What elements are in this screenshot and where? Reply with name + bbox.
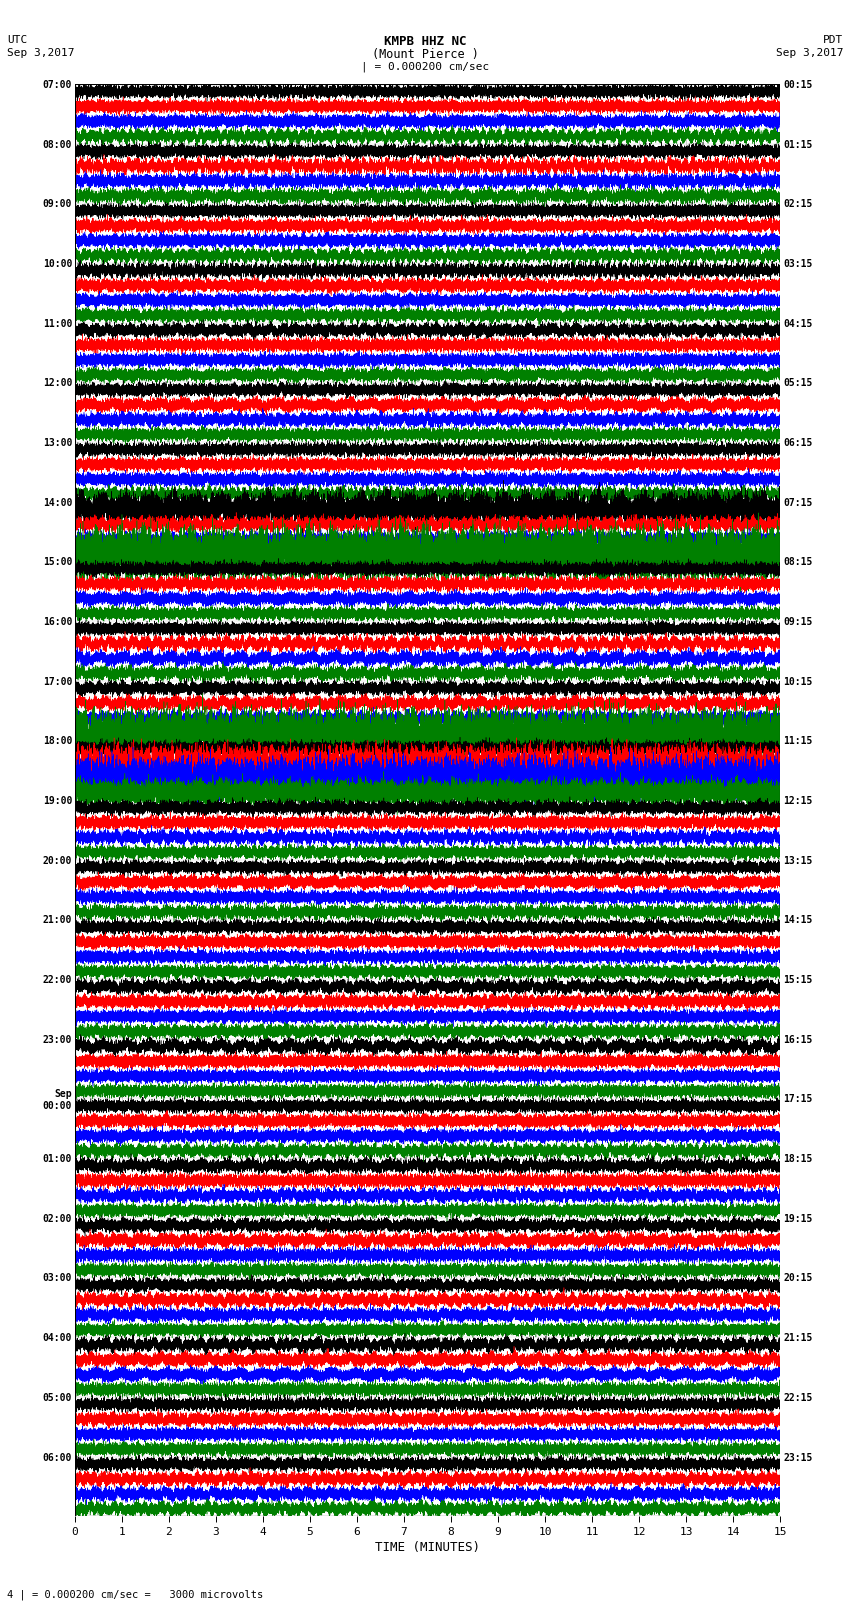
Text: UTC: UTC bbox=[7, 35, 27, 45]
X-axis label: TIME (MINUTES): TIME (MINUTES) bbox=[375, 1540, 480, 1553]
Text: (Mount Pierce ): (Mount Pierce ) bbox=[371, 48, 479, 61]
Text: KMPB HHZ NC: KMPB HHZ NC bbox=[383, 35, 467, 48]
Text: Sep 3,2017: Sep 3,2017 bbox=[7, 48, 74, 58]
Text: PDT: PDT bbox=[823, 35, 843, 45]
Text: | = 0.000200 cm/sec: | = 0.000200 cm/sec bbox=[361, 61, 489, 73]
Text: Sep 3,2017: Sep 3,2017 bbox=[776, 48, 843, 58]
Text: 4 | = 0.000200 cm/sec =   3000 microvolts: 4 | = 0.000200 cm/sec = 3000 microvolts bbox=[7, 1589, 263, 1600]
